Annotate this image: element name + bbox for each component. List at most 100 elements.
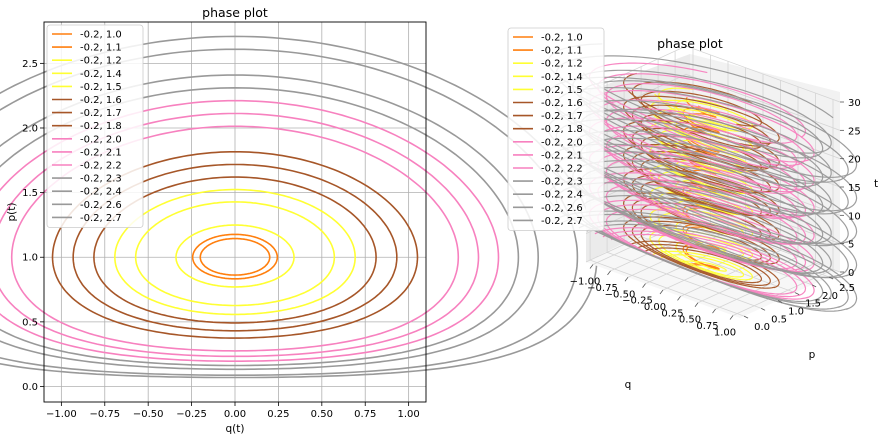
y-tick-label: 2.0 [22, 123, 38, 134]
y-axis-label-3d: p [809, 349, 816, 361]
x-axis-label-3d: q [625, 379, 632, 391]
q-tick-mark [729, 315, 734, 320]
legend-entry: -0.2, 2.7 [80, 213, 122, 224]
y-axis-2d: 0.0 0.5 1.0 1.5 2.0 2.5 [22, 59, 44, 393]
x-tick-label: −0.75 [89, 409, 120, 420]
grid-line-q [680, 80, 781, 297]
y-tick-label: 1.5 [22, 188, 38, 199]
legend-entry: -0.2, 2.2 [541, 164, 583, 175]
legend-entry: -0.2, 2.2 [80, 161, 122, 172]
series-line-2 [175, 224, 295, 288]
legend-entry: -0.2, 1.0 [541, 33, 583, 44]
x-tick-label: 0.25 [267, 409, 289, 420]
p-tick-mark [828, 276, 834, 280]
legend-entry: -0.2, 1.2 [541, 59, 583, 70]
legend-entry: -0.2, 1.6 [541, 98, 583, 109]
t-tick-label: 15 [848, 183, 861, 194]
t-tick-label: 0 [848, 268, 854, 279]
series-line-0 [199, 237, 271, 276]
q-tick-mark [624, 277, 629, 282]
q-tick-mark [589, 264, 594, 269]
axes-3d: −1.00−0.75−0.50−0.250.000.250.500.751.00… [570, 98, 861, 338]
p-tick-mark [777, 300, 783, 303]
x-axis-label-2d: q(t) [226, 423, 245, 435]
legend-entry: -0.2, 2.4 [80, 187, 122, 198]
legend-3d: -0.2, 1.0 -0.2, 1.1 -0.2, 1.2 -0.2, 1.4 -0.2… [507, 27, 605, 231]
q-tick-label: −0.50 [605, 289, 636, 300]
p-tick-label: 1.5 [805, 299, 821, 310]
p-tick-mark [760, 307, 766, 311]
series-line-1 [191, 233, 279, 280]
grid-line-t [585, 45, 841, 103]
p-tick-mark [811, 284, 817, 288]
p-tick-label: 0.5 [771, 314, 787, 325]
q-tick-label: 0.00 [644, 302, 666, 313]
phase-plot-3d: −1.00−0.75−0.50−0.250.000.250.500.751.00… [507, 27, 878, 391]
legend-entry: -0.2, 1.8 [80, 121, 122, 132]
legend-entry: -0.2, 1.4 [541, 72, 583, 83]
y-tick-label: 2.5 [22, 59, 38, 70]
q-tick-label: 1.00 [714, 327, 736, 338]
legend-entry: -0.2, 2.7 [541, 216, 583, 227]
q-tick-label: −0.25 [622, 296, 653, 307]
t-tick-label: 5 [848, 240, 854, 251]
legend-entry: -0.2, 2.0 [541, 137, 583, 148]
legend-entry: -0.2, 1.7 [80, 108, 122, 119]
grid-line-q [697, 86, 799, 304]
legend-entry: -0.2, 1.5 [541, 85, 583, 96]
y-tick-label: 0.0 [22, 382, 38, 393]
x-tick-label: 1.00 [398, 409, 420, 420]
q-tick-mark [659, 289, 664, 295]
p-tick-label: 2.5 [839, 283, 855, 294]
q-tick-mark [694, 302, 699, 307]
legend-entry: -0.2, 2.1 [80, 147, 122, 158]
p-tick-mark [743, 315, 749, 319]
t-tick-label: 20 [848, 155, 861, 166]
x-axis-2d: −1.00 −0.75 −0.50 −0.25 0.00 0.25 0.50 0.75 1.00 [46, 402, 420, 420]
q-tick-label: 0.50 [679, 315, 701, 326]
chart-title-3d: phase plot [657, 36, 723, 51]
p-tick-label: 1.0 [788, 306, 804, 317]
grid-line-t [585, 73, 841, 131]
t-tick-label: 25 [848, 126, 861, 137]
q-tick-mark [712, 308, 716, 314]
q-tick-mark [677, 296, 681, 301]
legend-entry: -0.2, 1.2 [80, 56, 122, 67]
series-line-6 [72, 163, 398, 332]
series-line-5 [93, 176, 377, 324]
q-tick-mark [642, 283, 646, 288]
p-tick-label: 2.0 [822, 291, 838, 302]
y-tick-label: 1.0 [22, 253, 38, 264]
x-tick-label: 0.75 [354, 409, 376, 420]
q-tick-label: 0.75 [696, 321, 718, 332]
legend-entry: -0.2, 1.0 [80, 30, 122, 41]
chart-title-2d: phase plot [202, 5, 268, 20]
y-tick-label: 0.5 [22, 317, 38, 328]
legend-entry: -0.2, 2.6 [541, 203, 583, 214]
q-tick-label: −0.75 [587, 283, 618, 294]
grid-line-t [585, 215, 841, 273]
phase-plot-2d: phase plot −1.00 −0.75 −0.50 −0.25 0.00 0.25 0… [0, 5, 598, 435]
legend-entry: -0.2, 2.3 [80, 174, 122, 185]
legend-entry: -0.2, 2.3 [541, 177, 583, 188]
q-tick-label: 0.25 [661, 308, 683, 319]
z-axis-label-3d: t [874, 178, 878, 190]
grid-line-q [732, 99, 834, 316]
series-line-4 [113, 188, 357, 316]
t-tick-label: 30 [848, 98, 861, 109]
legend-entry: -0.2, 2.4 [541, 190, 583, 201]
legend-entry: -0.2, 2.6 [80, 200, 122, 211]
x-tick-label: −0.50 [133, 409, 164, 420]
legend-box [507, 27, 605, 231]
grid-line-q [592, 48, 694, 265]
legend-entry: -0.2, 1.5 [80, 82, 122, 93]
x-tick-label: 0.50 [311, 409, 333, 420]
q-tick-mark [607, 270, 611, 276]
legend-2d: -0.2, 1.0 -0.2, 1.1 -0.2, 1.2 -0.2, 1.4 -0.2… [46, 24, 144, 228]
t-tick-label: 10 [848, 211, 861, 222]
series-helix-8 [605, 82, 798, 295]
series-helix-9 [597, 73, 807, 298]
legend-entry: -0.2, 1.8 [541, 124, 583, 135]
p-tick-mark [794, 292, 800, 296]
